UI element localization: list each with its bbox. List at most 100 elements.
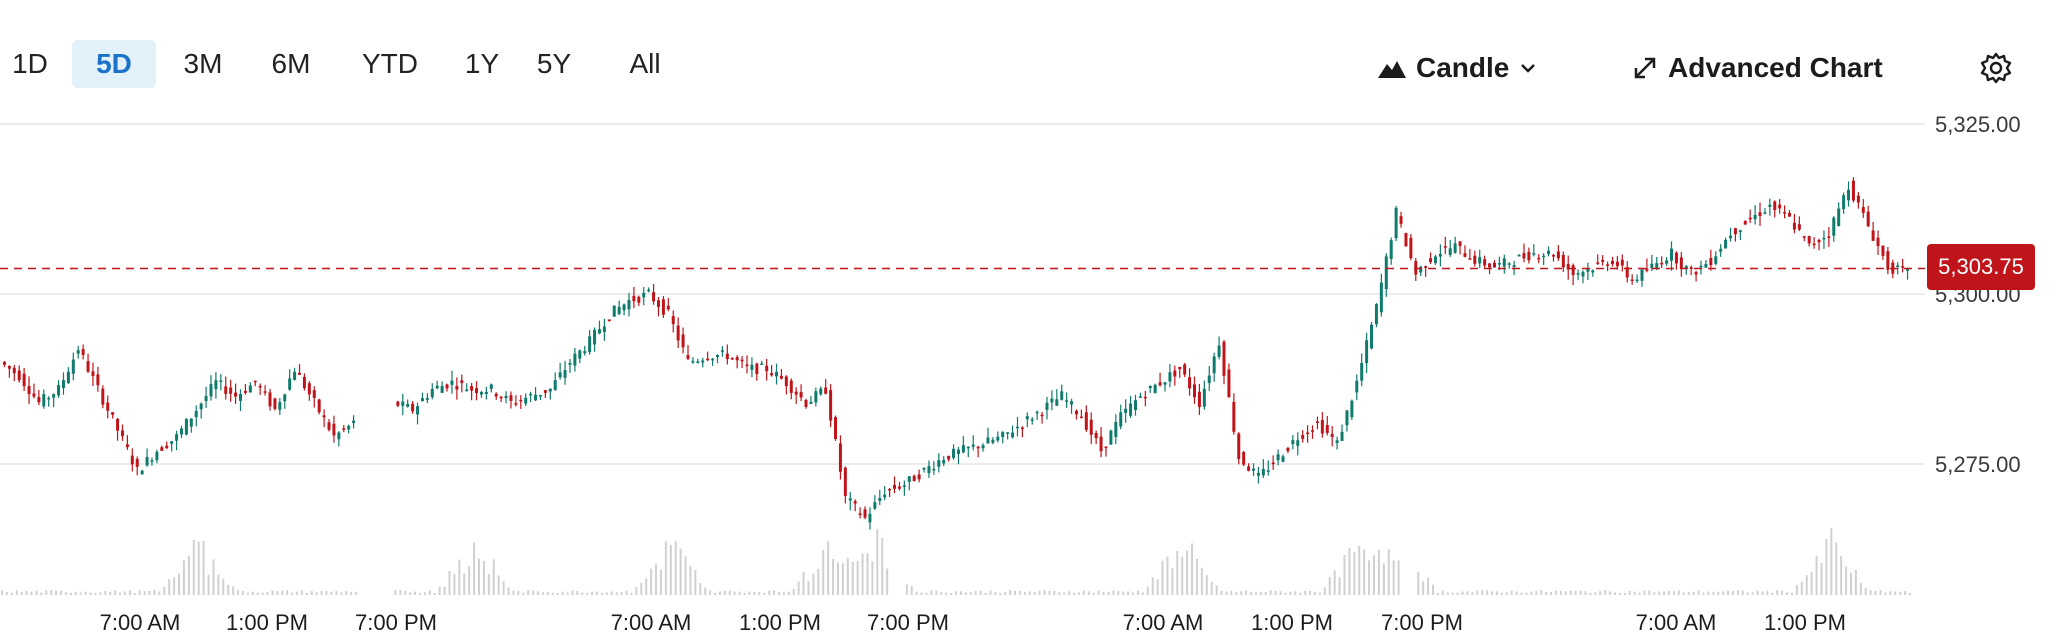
advanced-chart-button[interactable]: Advanced Chart: [1632, 48, 1883, 88]
candle-body: [1079, 416, 1083, 419]
volume-bar: [1427, 577, 1430, 595]
candle-body: [475, 388, 479, 394]
candle-body: [7, 366, 11, 369]
volume-bar: [89, 592, 92, 595]
candle-body: [1138, 396, 1142, 398]
candle-body: [140, 470, 144, 475]
range-button-6m[interactable]: 6M: [271, 48, 311, 79]
volume-bar: [517, 590, 520, 595]
candle-body: [1040, 414, 1044, 417]
volume-bar: [1894, 591, 1897, 595]
volume-bar: [1495, 591, 1498, 595]
volume-bar: [841, 563, 844, 595]
candle-body: [243, 390, 247, 393]
candle-body: [214, 380, 218, 390]
volume-bar: [109, 591, 112, 595]
candle-body: [61, 380, 65, 389]
volume-bar: [1633, 591, 1636, 595]
current-price-badge: 5,303.75: [1927, 244, 2035, 290]
volume-bar: [1141, 592, 1144, 595]
volume-bar: [959, 591, 962, 595]
candle-body: [524, 397, 528, 404]
chart-type-dropdown[interactable]: Candle: [1378, 48, 1537, 88]
range-button-1y[interactable]: 1Y: [464, 48, 500, 79]
volume-bar: [1333, 570, 1336, 595]
candle-body: [696, 361, 700, 363]
candle-body: [814, 391, 818, 403]
volume-bar: [1240, 591, 1243, 595]
volume-bar: [1825, 538, 1828, 595]
candle-body: [676, 325, 680, 341]
volume-bar: [217, 574, 220, 595]
volume-bar: [163, 587, 166, 595]
candle-body: [135, 458, 139, 467]
volume-bar: [1215, 585, 1218, 595]
volume-bar: [1805, 575, 1808, 595]
candle-body: [1296, 440, 1300, 446]
candle-body: [1237, 433, 1241, 459]
volume-bar: [1682, 592, 1685, 595]
candle-body: [411, 403, 415, 412]
volume-bar: [1048, 590, 1051, 595]
volume-bar: [222, 578, 225, 595]
volume-bar: [773, 590, 776, 595]
candle-body: [1606, 264, 1610, 266]
volume-bar: [286, 590, 289, 595]
range-button-5d[interactable]: 5D: [72, 40, 156, 88]
volume-bar: [448, 570, 451, 595]
volume-bar: [1230, 590, 1233, 595]
volume-bar: [1840, 556, 1843, 595]
candle-body: [1365, 340, 1369, 364]
settings-button[interactable]: [1980, 48, 2012, 88]
candle-body: [1738, 230, 1742, 233]
candle-body: [1114, 421, 1118, 437]
volume-bar: [305, 592, 308, 595]
range-button-ytd[interactable]: YTD: [362, 48, 418, 79]
candle-body: [878, 497, 882, 501]
volume-bar: [576, 590, 579, 595]
candle-body: [593, 329, 597, 345]
volume-bar: [1830, 528, 1833, 595]
volume-bar: [1731, 591, 1734, 595]
candle-body: [1286, 447, 1290, 452]
range-button-1d[interactable]: 1D: [12, 48, 48, 79]
candle-body: [1109, 430, 1113, 445]
volume-bar: [123, 591, 126, 595]
candle-body: [1148, 385, 1152, 389]
candle-body: [588, 336, 592, 353]
candle-body: [1866, 211, 1870, 227]
candle-body: [1901, 266, 1905, 268]
volume-bar: [1245, 590, 1248, 595]
volume-bar: [640, 582, 643, 595]
candle-body: [1379, 282, 1383, 313]
candle-body: [775, 371, 779, 377]
candle-body: [396, 401, 400, 406]
candle-body: [553, 380, 557, 390]
candle-body: [273, 398, 277, 409]
candle-body: [406, 403, 410, 407]
volume-bar: [1505, 592, 1508, 595]
range-button-all[interactable]: All: [629, 48, 661, 79]
candle-body: [765, 365, 769, 372]
volume-bar: [1451, 592, 1454, 595]
volume-bar: [237, 590, 240, 595]
candle-body: [1438, 253, 1442, 257]
candle-body: [465, 389, 469, 392]
volume-bar: [797, 581, 800, 595]
volume-bar: [1658, 591, 1661, 595]
volume-bar: [541, 592, 544, 595]
range-button-5y[interactable]: 5Y: [536, 48, 572, 79]
volume-bar: [822, 549, 825, 595]
candle-body: [755, 363, 759, 375]
volume-bar: [1018, 590, 1021, 595]
candle-body: [706, 358, 710, 361]
volume-bar: [345, 591, 348, 595]
volume-bar: [1151, 577, 1154, 595]
range-button-3m[interactable]: 3M: [183, 48, 223, 79]
candle-body: [1812, 243, 1816, 246]
volume-bar: [758, 592, 761, 595]
volume-bar: [679, 548, 682, 595]
volume-bar: [1210, 581, 1213, 595]
volume-bar: [394, 590, 397, 595]
